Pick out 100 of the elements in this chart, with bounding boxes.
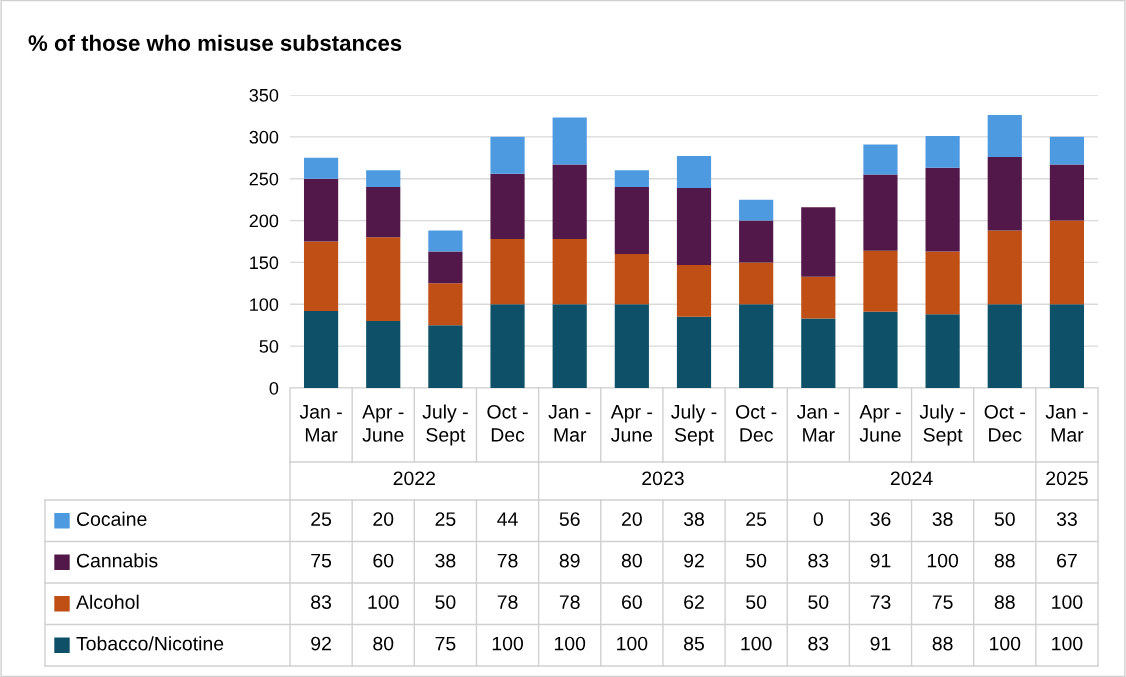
- data-label: 83: [311, 595, 332, 609]
- bar: [1049, 164, 1085, 221]
- data-label: 88: [994, 553, 1015, 568]
- y-tick-label: 150: [250, 256, 279, 270]
- bar: [863, 250, 898, 312]
- data-label: 44: [497, 512, 518, 526]
- data-label: 100: [927, 553, 959, 568]
- text: 2023: [642, 471, 684, 486]
- data-label: 91: [870, 553, 891, 568]
- bar: [428, 283, 463, 326]
- bar: [801, 207, 836, 277]
- data-label: 38: [435, 553, 456, 568]
- bar: [490, 173, 525, 239]
- x-tick-label: Jan - Mar: [548, 405, 591, 442]
- bar: [987, 156, 1022, 231]
- bar: [614, 304, 649, 388]
- bar: [739, 304, 774, 388]
- data-label: 78: [559, 595, 580, 609]
- data-label: 33: [1056, 512, 1077, 526]
- x-tick-label: Jan - Mar: [1045, 405, 1088, 442]
- y-tick-label: 0: [269, 381, 279, 395]
- data-label: 100: [368, 595, 399, 609]
- data-label: 25: [746, 512, 767, 526]
- data-label: 100: [617, 636, 648, 651]
- bar: [428, 230, 463, 252]
- bar: [863, 174, 898, 251]
- bar: [1049, 136, 1085, 165]
- bar: [925, 251, 960, 315]
- data-label: 56: [559, 512, 580, 526]
- data-label: 50: [808, 595, 829, 609]
- data-label: 25: [435, 512, 456, 526]
- data-label: 75: [435, 636, 456, 651]
- data-label: 92: [684, 553, 704, 568]
- bar: [1049, 304, 1085, 388]
- data-label: 50: [994, 512, 1015, 526]
- x-tick-label: July - Sept: [422, 404, 468, 446]
- bar: [863, 311, 898, 388]
- data-label: 88: [994, 595, 1015, 609]
- bar: [552, 164, 587, 239]
- bar: [925, 314, 960, 388]
- x-tick-label: July - Sept: [671, 404, 717, 446]
- x-tick-label: Apr - June: [362, 405, 404, 442]
- text: 2025: [1046, 471, 1088, 486]
- data-label: 75: [932, 595, 953, 609]
- legend-label: Alcohol: [76, 594, 139, 609]
- x-tick-label: Oct - Dec: [736, 404, 777, 442]
- data-label: 92: [311, 636, 331, 651]
- bar: [676, 316, 712, 388]
- x-tick-label: Oct - Dec: [984, 404, 1025, 442]
- bar: [925, 167, 960, 252]
- data-label: 0: [813, 512, 823, 526]
- bar: [863, 144, 898, 175]
- y-tick-label: 100: [250, 298, 279, 312]
- data-label: 50: [746, 553, 767, 568]
- bar: [366, 237, 401, 322]
- legend-label: Cannabis: [76, 553, 158, 568]
- bar: [490, 238, 525, 305]
- data-label: 100: [990, 636, 1021, 651]
- x-tick-label: Apr - June: [610, 405, 653, 442]
- legend-label: Cocaine: [76, 511, 147, 526]
- data-label: 20: [622, 512, 642, 526]
- data-label: 75: [311, 553, 332, 568]
- data-label: 60: [622, 595, 642, 609]
- x-tick-label: Jan - Mar: [299, 405, 342, 442]
- chart-title: % of those who misuse substances: [28, 34, 402, 51]
- bar: [987, 230, 1022, 305]
- data-label: 100: [492, 636, 523, 651]
- bar: [614, 170, 649, 188]
- bar: [552, 238, 587, 305]
- y-tick-label: 350: [249, 88, 279, 102]
- data-label: 78: [497, 595, 518, 609]
- bar: [552, 304, 587, 388]
- bar: [739, 199, 774, 221]
- data-label: 91: [870, 636, 891, 651]
- data-label: 88: [932, 636, 953, 651]
- bar: [739, 220, 774, 263]
- data-label: 50: [435, 595, 456, 609]
- y-tick-label: 50: [259, 340, 279, 353]
- bar: [366, 187, 401, 238]
- data-label: 38: [932, 512, 953, 526]
- data-label: 50: [746, 595, 767, 609]
- bar: [428, 251, 463, 284]
- data-label: 100: [554, 636, 586, 651]
- bar: [987, 304, 1022, 388]
- data-label: 60: [373, 553, 394, 568]
- bar: [676, 187, 712, 265]
- bar: [303, 178, 339, 242]
- data-label: 83: [808, 553, 829, 568]
- y-tick-label: 200: [249, 214, 279, 228]
- x-tick-label: Oct - Dec: [487, 404, 528, 442]
- data-label: 80: [621, 553, 642, 568]
- bar: [614, 187, 649, 255]
- data-label: 83: [808, 636, 829, 651]
- bar: [739, 262, 774, 305]
- bar: [303, 157, 339, 179]
- data-label: 100: [1052, 595, 1083, 609]
- data-label: 38: [683, 512, 704, 526]
- data-label: 85: [684, 636, 704, 651]
- data-label: 25: [311, 512, 332, 526]
- data-label: 62: [684, 595, 704, 609]
